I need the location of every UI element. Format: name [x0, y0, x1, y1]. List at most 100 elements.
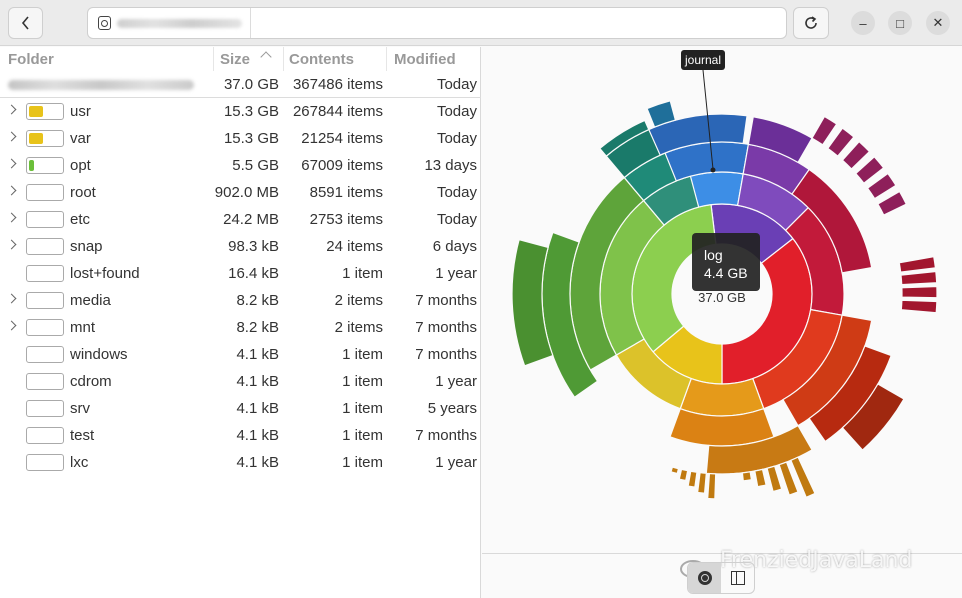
path-bar — [87, 7, 787, 39]
ring-segment[interactable] — [663, 463, 670, 467]
folder-modified: 7 months — [415, 427, 477, 444]
ring-segment[interactable] — [778, 461, 799, 496]
ring-segment[interactable] — [841, 140, 871, 170]
ring-segment[interactable] — [791, 168, 873, 274]
expand-arrow-icon[interactable] — [6, 131, 17, 142]
treemap-view-button[interactable] — [721, 563, 754, 593]
usage-bar — [26, 157, 64, 174]
ring-segment[interactable] — [811, 115, 838, 146]
ring-chart[interactable]: 37.0 GB log 4.4 GB journal — [482, 47, 962, 553]
folder-contents: 1 item — [342, 454, 383, 471]
folder-name: test — [70, 427, 95, 444]
table-row[interactable]: snap 98.3 kB 24 items 6 days — [0, 233, 481, 260]
ring-center-label: 37.0 GB — [698, 290, 746, 305]
ring-segment[interactable] — [729, 472, 738, 475]
ring-segment[interactable] — [841, 383, 905, 451]
ring-segment[interactable] — [866, 172, 897, 200]
ring-segment[interactable] — [707, 472, 717, 500]
ring-segment[interactable] — [901, 285, 938, 299]
folder-tree: Folder Size Contents Modified 37.0 GB 36… — [0, 47, 481, 598]
watermark: FrenziedJavaLand — [720, 548, 913, 573]
ring-segment[interactable] — [900, 299, 938, 314]
ring-segment[interactable] — [826, 127, 855, 157]
folder-contents: 21254 items — [301, 130, 383, 147]
close-button[interactable]: ✕ — [926, 11, 950, 35]
ring-segment[interactable] — [900, 270, 938, 286]
ring-segment[interactable] — [678, 468, 689, 482]
ring-segment[interactable] — [599, 119, 650, 157]
column-modified[interactable]: Modified — [394, 51, 456, 68]
table-row[interactable]: media 8.2 kB 2 items 7 months — [0, 287, 481, 314]
expand-arrow-icon[interactable] — [6, 239, 17, 250]
table-row[interactable]: windows 4.1 kB 1 item 7 months — [0, 341, 481, 368]
table-row[interactable]: srv 4.1 kB 1 item 5 years — [0, 395, 481, 422]
ring-segment[interactable] — [747, 116, 813, 164]
minimize-button[interactable]: – — [851, 11, 875, 35]
ring-segment[interactable] — [679, 377, 765, 417]
table-row[interactable]: etc 24.2 MB 2753 items Today — [0, 206, 481, 233]
ring-segment[interactable] — [741, 471, 753, 482]
usage-bar-fill — [29, 106, 43, 117]
expand-arrow-icon[interactable] — [6, 320, 17, 331]
tooltip-name: log — [704, 247, 723, 263]
treemap-icon — [730, 571, 745, 585]
ring-segment[interactable] — [646, 100, 677, 128]
table-row[interactable]: opt 5.5 GB 67009 items 13 days — [0, 152, 481, 179]
table-row[interactable]: root 902.0 MB 8591 items Today — [0, 179, 481, 206]
ring-segment[interactable] — [877, 190, 908, 216]
folder-size: 16.4 kB — [228, 265, 279, 282]
folder-size: 902.0 MB — [214, 184, 279, 201]
segment-label-dot — [710, 167, 716, 173]
table-header: Folder Size Contents Modified — [0, 47, 481, 71]
ring-segment[interactable] — [898, 255, 937, 273]
ring-segment[interactable] — [754, 468, 767, 488]
folder-contents: 1 item — [342, 373, 383, 390]
table-row-root[interactable]: 37.0 GB 367486 items Today — [0, 71, 481, 98]
table-row[interactable]: var 15.3 GB 21254 items Today — [0, 125, 481, 152]
table-row[interactable]: mnt 8.2 kB 2 items 7 months — [0, 314, 481, 341]
folder-name: etc — [70, 211, 91, 228]
usage-bar — [26, 373, 64, 390]
ring-segment[interactable] — [687, 470, 698, 488]
expand-arrow-icon[interactable] — [6, 185, 17, 196]
column-size[interactable]: Size — [220, 51, 251, 68]
ring-segment[interactable] — [696, 471, 707, 494]
ring-segment[interactable] — [670, 466, 680, 475]
usage-bar — [26, 292, 64, 309]
expand-arrow-icon[interactable] — [6, 293, 17, 304]
maximize-button[interactable]: □ — [888, 11, 912, 35]
table-row[interactable]: cdrom 4.1 kB 1 item 1 year — [0, 368, 481, 395]
usage-bar-fill — [29, 133, 43, 144]
ring-chart-view-button[interactable] — [688, 563, 721, 593]
expand-arrow-icon[interactable] — [6, 158, 17, 169]
usage-bar — [26, 130, 64, 147]
ring-segment[interactable] — [766, 465, 783, 493]
usage-bar — [26, 427, 64, 444]
folder-modified: 7 months — [415, 292, 477, 309]
table-row[interactable]: lxc 4.1 kB 1 item 1 year — [0, 449, 481, 476]
usage-bar — [26, 103, 64, 120]
table-row[interactable]: lost+found 16.4 kB 1 item 1 year — [0, 260, 481, 287]
back-button[interactable] — [8, 7, 43, 39]
folder-name: snap — [70, 238, 103, 255]
column-contents[interactable]: Contents — [289, 51, 354, 68]
folder-name: windows — [70, 346, 128, 363]
tooltip-size: 4.4 GB — [704, 265, 748, 281]
ring-segment[interactable] — [511, 238, 554, 367]
expand-arrow-icon[interactable] — [6, 212, 17, 223]
path-segment-root[interactable] — [88, 8, 251, 38]
column-folder[interactable]: Folder — [8, 51, 54, 68]
expand-arrow-icon[interactable] — [6, 104, 17, 115]
folder-name: usr — [70, 103, 91, 120]
folder-name: var — [70, 130, 91, 147]
table-row[interactable]: test 4.1 kB 1 item 7 months — [0, 422, 481, 449]
table-row[interactable]: usr 15.3 GB 267844 items Today — [0, 98, 481, 125]
refresh-button[interactable] — [793, 7, 829, 39]
ring-chart-icon — [697, 571, 712, 585]
root-name-redacted — [8, 80, 194, 90]
ring-segment[interactable] — [790, 456, 816, 499]
folder-contents: 2753 items — [309, 211, 383, 228]
ring-segment[interactable] — [854, 155, 885, 185]
folder-size: 15.3 GB — [223, 103, 279, 120]
